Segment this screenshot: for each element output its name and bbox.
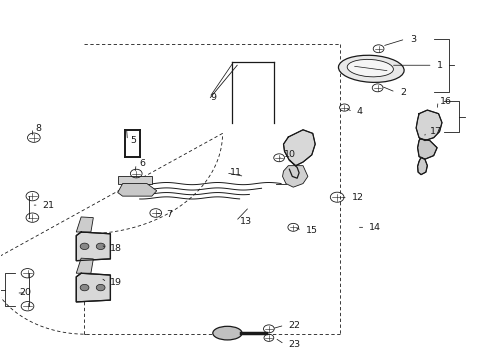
Polygon shape bbox=[76, 258, 93, 273]
Polygon shape bbox=[118, 176, 152, 184]
Polygon shape bbox=[415, 110, 441, 140]
Text: 11: 11 bbox=[229, 168, 242, 177]
Polygon shape bbox=[76, 232, 110, 261]
Text: 4: 4 bbox=[356, 107, 362, 116]
Text: 8: 8 bbox=[36, 123, 41, 132]
Polygon shape bbox=[283, 130, 315, 166]
Text: 9: 9 bbox=[210, 93, 216, 102]
Text: 15: 15 bbox=[305, 226, 317, 235]
Text: 14: 14 bbox=[368, 223, 380, 232]
Ellipse shape bbox=[338, 55, 403, 82]
Text: 13: 13 bbox=[239, 217, 251, 226]
Text: 22: 22 bbox=[288, 321, 300, 330]
Text: 20: 20 bbox=[19, 288, 31, 297]
Polygon shape bbox=[76, 217, 93, 232]
Polygon shape bbox=[417, 157, 427, 175]
Text: 18: 18 bbox=[110, 244, 122, 253]
Circle shape bbox=[80, 284, 89, 291]
Text: 19: 19 bbox=[110, 278, 122, 287]
Ellipse shape bbox=[212, 326, 242, 340]
Polygon shape bbox=[282, 166, 307, 187]
Text: 17: 17 bbox=[429, 127, 441, 136]
Polygon shape bbox=[417, 139, 436, 159]
Text: 3: 3 bbox=[409, 35, 416, 44]
Text: 23: 23 bbox=[288, 340, 300, 349]
Circle shape bbox=[96, 243, 105, 249]
Polygon shape bbox=[76, 273, 110, 302]
Text: 6: 6 bbox=[140, 159, 145, 168]
Circle shape bbox=[80, 243, 89, 249]
Text: 16: 16 bbox=[439, 96, 450, 105]
Text: 5: 5 bbox=[130, 136, 136, 145]
Ellipse shape bbox=[346, 59, 392, 77]
Text: 12: 12 bbox=[351, 193, 363, 202]
Circle shape bbox=[96, 284, 105, 291]
Text: 1: 1 bbox=[436, 61, 442, 70]
Text: 2: 2 bbox=[400, 87, 406, 96]
Text: 7: 7 bbox=[166, 210, 172, 219]
Polygon shape bbox=[118, 184, 157, 196]
Text: 21: 21 bbox=[42, 201, 54, 210]
Text: 10: 10 bbox=[283, 150, 295, 159]
